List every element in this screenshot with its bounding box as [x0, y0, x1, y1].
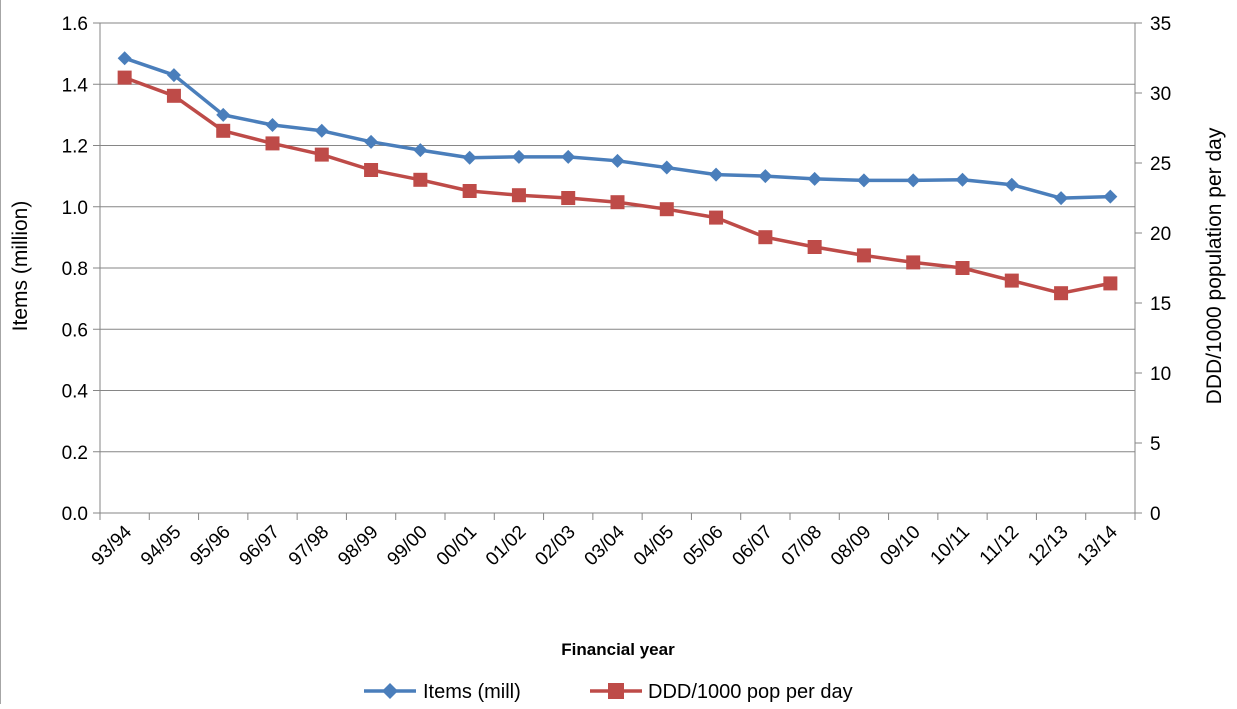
data-point	[462, 184, 477, 198]
legend-item-items: Items (mill)	[364, 681, 521, 703]
x-tick-label: 08/09	[827, 522, 875, 570]
data-point	[955, 261, 970, 275]
series-items	[117, 51, 1118, 206]
data-point	[906, 255, 921, 270]
data-point	[955, 172, 970, 187]
gridlines	[100, 22, 1135, 453]
data-point	[413, 172, 428, 187]
y2-tick-label: 25	[1150, 154, 1171, 175]
y2-tick-label: 5	[1150, 434, 1161, 455]
y-axis-label: Items (million)	[9, 201, 32, 332]
data-point	[758, 230, 773, 245]
y2-tick-label: 30	[1150, 84, 1171, 105]
y-tick-label: 1.2	[62, 137, 88, 158]
x-tick-label: 12/13	[1024, 522, 1072, 570]
data-point	[364, 134, 379, 149]
x-tick-label: 05/06	[679, 522, 727, 570]
legend-marker-items	[382, 683, 398, 699]
data-point	[1004, 273, 1019, 288]
x-tick-label: 13/14	[1073, 521, 1122, 570]
x-tick-label: 95/96	[186, 522, 234, 570]
y2-axis-label: DDD/1000 population per day	[1203, 127, 1226, 404]
x-tick-label: 03/04	[581, 521, 630, 570]
data-point	[314, 123, 329, 138]
data-point	[807, 171, 822, 186]
series-ddd	[117, 70, 1118, 301]
legend-marker-ddd	[608, 683, 624, 699]
tick-labels: 0.0 0.2 0.4 0.6 0.8 1.0 1.2 1.4 1.6 0 5 10 15 20 25 30 3…	[62, 14, 1172, 570]
y-tick-label: 1.4	[62, 75, 89, 96]
y-tick-label: 0.4	[62, 382, 89, 403]
data-point	[511, 149, 526, 164]
y-tick-label: 0.6	[62, 320, 88, 341]
series	[117, 51, 1118, 301]
y-tick-label: 0.8	[62, 259, 88, 280]
data-point	[807, 240, 822, 254]
data-point	[265, 136, 280, 151]
axes	[93, 22, 1142, 520]
data-point	[1103, 276, 1118, 291]
data-point	[659, 202, 674, 217]
x-tick-label: 01/02	[482, 522, 530, 570]
data-point	[166, 88, 181, 103]
x-axis-label: Financial year	[561, 640, 675, 659]
data-point	[314, 147, 329, 162]
data-point	[758, 169, 773, 184]
data-point	[216, 107, 231, 122]
legend: Items (mill) DDD/1000 pop per day	[364, 681, 853, 703]
data-point	[561, 191, 576, 205]
x-tick-label: 93/94	[88, 521, 137, 570]
data-point	[265, 117, 280, 132]
data-point	[610, 153, 625, 168]
x-tick-label: 97/98	[285, 522, 333, 570]
data-point	[117, 70, 132, 85]
data-point	[1054, 191, 1069, 206]
data-point	[511, 188, 526, 203]
data-point	[709, 210, 724, 225]
y2-tick-label: 20	[1150, 224, 1171, 245]
x-tick-label: 94/95	[137, 522, 185, 570]
y-tick-label: 1.0	[62, 198, 88, 219]
x-tick-label: 10/11	[927, 522, 974, 569]
x-tick-label: 96/97	[236, 522, 284, 570]
data-point	[1054, 286, 1069, 301]
x-tick-label: 98/99	[334, 522, 382, 570]
data-point	[561, 149, 576, 164]
data-point	[166, 68, 181, 83]
y-tick-label: 0.2	[62, 443, 88, 464]
y-tick-label: 1.6	[62, 14, 88, 35]
data-point	[856, 173, 871, 188]
legend-label-items: Items (mill)	[423, 681, 521, 703]
data-point	[906, 173, 921, 188]
x-tick-label: 11/12	[976, 522, 1023, 569]
data-point	[610, 195, 625, 210]
x-tick-label: 06/07	[728, 522, 776, 570]
y2-tick-label: 35	[1150, 14, 1171, 35]
data-point	[216, 123, 231, 138]
data-point	[413, 143, 428, 158]
y-tick-label: 0.0	[62, 504, 88, 525]
data-point	[659, 160, 674, 175]
x-tick-label: 04/05	[630, 522, 678, 570]
data-point	[117, 51, 132, 66]
x-tick-label: 07/08	[778, 522, 826, 570]
data-point	[364, 163, 379, 177]
x-tick-label: 09/10	[876, 522, 924, 570]
x-tick-label: 02/03	[531, 522, 579, 570]
data-point	[462, 150, 477, 165]
y2-tick-label: 15	[1150, 294, 1171, 315]
legend-label-ddd: DDD/1000 pop per day	[648, 681, 853, 703]
legend-item-ddd: DDD/1000 pop per day	[590, 681, 853, 703]
x-tick-label: 00/01	[433, 522, 481, 570]
data-point	[1004, 177, 1019, 192]
y2-tick-label: 0	[1150, 504, 1161, 525]
data-point	[709, 167, 724, 182]
y2-tick-label: 10	[1150, 364, 1171, 385]
x-tick-label: 99/00	[383, 522, 431, 570]
data-point	[1103, 189, 1118, 204]
data-point	[856, 248, 871, 263]
